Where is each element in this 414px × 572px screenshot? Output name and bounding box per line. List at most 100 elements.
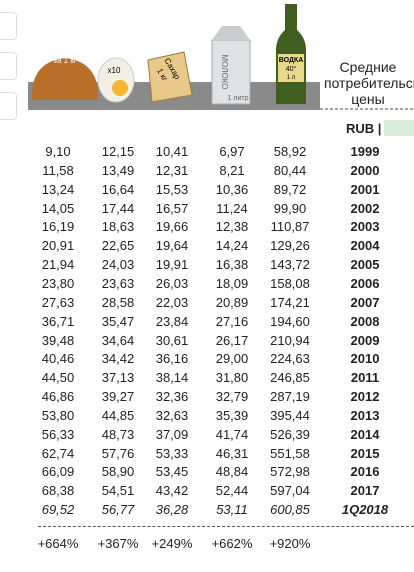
year-cell: 1Q2018 xyxy=(341,502,389,518)
price-cell: 12,31 xyxy=(155,162,189,178)
price-cell: 22,65 xyxy=(101,238,135,254)
price-cell: 41,74 xyxy=(215,426,249,442)
price-cell: 53,80 xyxy=(41,407,75,423)
price-cell: 48,84 xyxy=(215,464,249,480)
price-cell: 572,98 xyxy=(270,464,310,480)
year-cell: 2017 xyxy=(350,483,380,499)
icon-label: за 1 кг xyxy=(53,56,77,65)
price-cell: 53,33 xyxy=(155,445,189,461)
year-cell: 2002 xyxy=(350,200,380,216)
sugar-icon xyxy=(147,51,193,103)
year-cell: 2010 xyxy=(350,351,380,367)
price-cell: 48,73 xyxy=(101,426,135,442)
year-cell: 2015 xyxy=(350,445,380,461)
price-cell: 22,03 xyxy=(155,294,189,310)
price-cell: 30,61 xyxy=(155,332,189,348)
price-cell: 13,24 xyxy=(41,181,75,197)
price-cell: 8,21 xyxy=(219,162,245,178)
price-cell: 40,46 xyxy=(41,351,75,367)
yolk xyxy=(112,80,128,96)
icon-label: 40° xyxy=(286,65,297,73)
total-change: +249% xyxy=(151,536,193,551)
price-cell: 69,52 xyxy=(41,502,75,518)
price-cell: 526,39 xyxy=(270,426,310,442)
year-cell: 2014 xyxy=(350,426,380,442)
icon-label: 1 литр xyxy=(228,95,249,102)
price-cell: 23,80 xyxy=(41,275,75,291)
year-cell: 2000 xyxy=(350,162,380,178)
total-change: +662% xyxy=(211,536,253,551)
sidebar xyxy=(0,0,18,572)
price-cell: 14,05 xyxy=(41,200,75,216)
price-cell: 89,72 xyxy=(273,181,307,197)
total-change: +920% xyxy=(269,536,311,551)
price-cell: 32,79 xyxy=(215,389,249,405)
price-cell: 35,47 xyxy=(101,313,135,329)
price-cell: 143,72 xyxy=(270,257,310,273)
price-cell: 395,44 xyxy=(270,407,310,423)
price-cell: 32,36 xyxy=(155,389,189,405)
price-cell: 58,90 xyxy=(101,464,135,480)
header-title: потребительские xyxy=(324,75,414,91)
year-cell: 2008 xyxy=(350,313,380,329)
price-cell: 9,10 xyxy=(45,144,71,159)
icon-label: x10 xyxy=(108,66,121,75)
price-cell: 14,24 xyxy=(215,238,249,254)
price-cell: 38,14 xyxy=(155,370,189,386)
price-cell: 129,26 xyxy=(270,238,310,254)
price-cell: 44,85 xyxy=(101,407,135,423)
price-cell: 20,91 xyxy=(41,238,75,254)
price-cell: 31,80 xyxy=(215,370,249,386)
price-cell: 110,87 xyxy=(270,219,310,235)
header-title: цены xyxy=(351,91,385,107)
header-icons: за 1 кг x10 Сахар 1 кг МОЛОКО 1 литр ВОД… xyxy=(28,4,414,110)
price-cell: 246,85 xyxy=(270,370,310,386)
price-cell: 23,63 xyxy=(101,275,135,291)
price-cell: 36,16 xyxy=(155,351,189,367)
price-cell: 597,04 xyxy=(270,483,310,499)
price-cell: 56,33 xyxy=(41,426,75,442)
year-cell: 2001 xyxy=(350,181,380,197)
price-cell: 12,15 xyxy=(101,144,135,159)
currency: RUB | xyxy=(346,121,382,136)
header-title: Средние xyxy=(339,59,397,75)
price-cell: 34,42 xyxy=(101,351,135,367)
price-cell: 28,58 xyxy=(101,294,135,310)
price-cell: 12,38 xyxy=(215,219,249,235)
price-cell: 16,38 xyxy=(215,257,249,273)
price-cell: 18,09 xyxy=(215,275,249,291)
price-cell: 600,85 xyxy=(270,502,310,518)
sidebar-tab xyxy=(0,12,17,40)
price-cell: 66,09 xyxy=(41,464,75,480)
price-cell: 224,63 xyxy=(270,351,310,367)
total-change: +367% xyxy=(97,536,139,551)
price-cell: 16,19 xyxy=(41,219,75,235)
price-cell: 99,90 xyxy=(273,200,307,216)
price-cell: 27,16 xyxy=(215,313,249,329)
price-cell: 56,77 xyxy=(101,502,135,518)
icon-label: 1 л xyxy=(287,75,296,81)
year-cell: 2006 xyxy=(350,275,380,291)
year-cell: 2009 xyxy=(350,332,380,348)
icon-label: МОЛОКО xyxy=(220,54,229,89)
price-cell: 36,71 xyxy=(41,313,75,329)
price-cell: 11,24 xyxy=(216,200,248,216)
price-cell: 37,09 xyxy=(155,426,189,442)
price-cell: 21,94 xyxy=(41,257,75,273)
egg-icon xyxy=(97,57,135,103)
price-cell: 68,38 xyxy=(41,483,75,499)
price-cell: 11,58 xyxy=(42,162,74,178)
price-cell: 10,41 xyxy=(155,144,189,159)
year-cell: 2016 xyxy=(350,464,380,480)
price-cell: 16,64 xyxy=(101,181,135,197)
price-cell: 210,94 xyxy=(270,332,310,348)
sidebar-tab xyxy=(0,92,17,120)
price-cell: 29,00 xyxy=(215,351,249,367)
year-cell: 2004 xyxy=(350,238,380,254)
price-cell: 10,36 xyxy=(215,181,249,197)
price-cell: 15,53 xyxy=(155,181,189,197)
price-cell: 53,11 xyxy=(216,502,248,518)
milk-top xyxy=(212,26,250,40)
price-cell: 46,86 xyxy=(41,389,75,405)
price-cell: 35,39 xyxy=(215,407,249,423)
